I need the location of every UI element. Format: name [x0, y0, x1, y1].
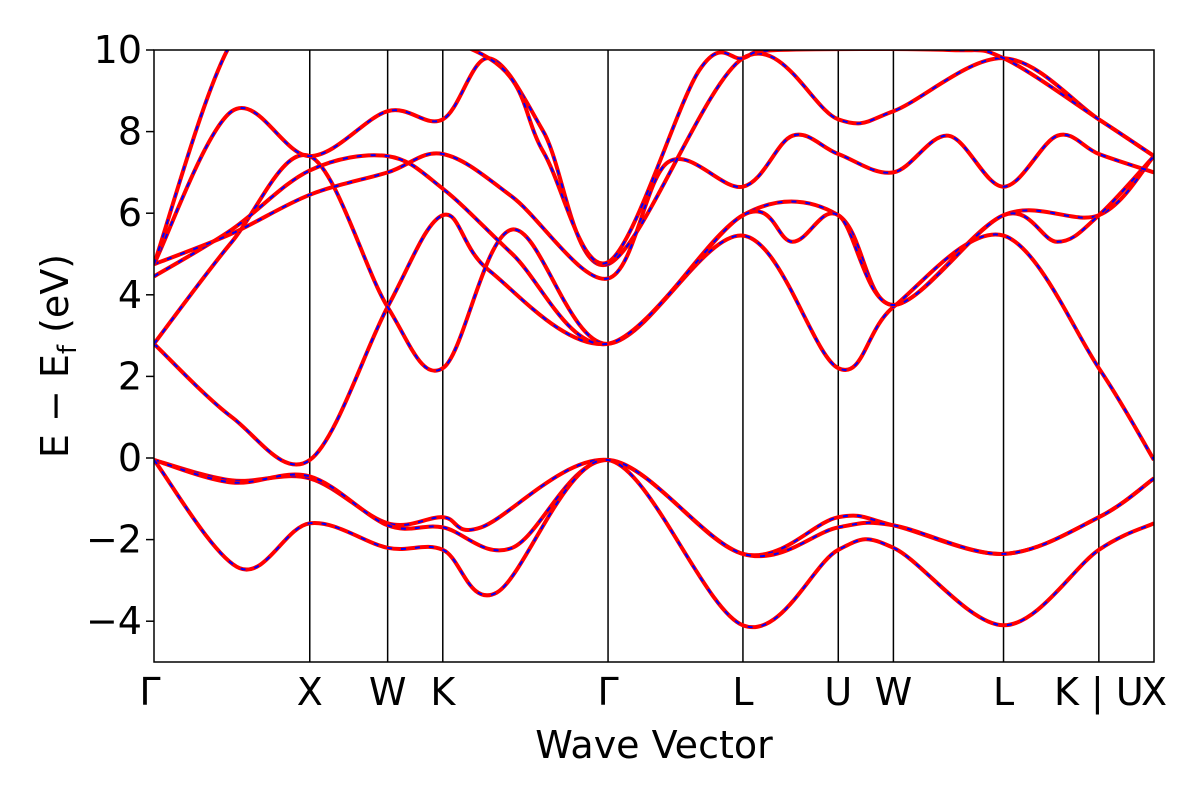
x-tick-label: L [993, 670, 1014, 714]
x-tick-label: X [1141, 670, 1167, 714]
y-tick-label: 8 [118, 110, 142, 154]
x-tick-label: Γ [139, 670, 160, 714]
x-tick-label: X [297, 670, 323, 714]
band-line-overlay [154, 52, 1154, 267]
band-line-overlay [154, 154, 1154, 345]
x-tick-label: L [732, 670, 753, 714]
plot-frame [153, 49, 1155, 663]
x-tick-label: W [875, 670, 913, 714]
band-line-overlay [154, 133, 1154, 280]
y-tick-label: 4 [118, 273, 142, 317]
x-tick-label: U [824, 670, 852, 714]
y-tick-label: 10 [94, 28, 142, 72]
kpoint-lines [309, 50, 1100, 662]
y-tick-label: −2 [86, 518, 142, 562]
y-tick-label: 0 [118, 436, 142, 480]
x-tick-label: W [369, 670, 407, 714]
y-axis: −4 −2 0 2 4 6 8 10 [86, 28, 154, 643]
x-tick-label: K [430, 670, 456, 714]
band-series [154, 50, 1154, 630]
y-tick-label: 6 [118, 191, 142, 235]
x-tick-label: Γ [597, 670, 618, 714]
y-axis-label-sub: f [53, 344, 83, 354]
band-line-overlay [154, 458, 1154, 629]
x-axis-label: Wave Vector [535, 723, 773, 767]
band-line-overlay [154, 50, 1154, 265]
y-tick-label: −4 [86, 599, 142, 643]
y-axis-label-tail: (eV) [33, 254, 77, 345]
y-axis-label-main: E − E [33, 354, 77, 458]
y-tick-label: 2 [118, 354, 142, 398]
y-axis-label: E − Ef (eV) [33, 254, 83, 458]
x-tick-label: K | U [1054, 670, 1144, 715]
